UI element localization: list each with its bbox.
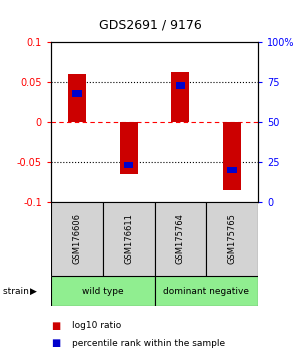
Bar xyxy=(206,202,258,276)
Bar xyxy=(68,74,86,122)
Text: ■: ■ xyxy=(51,321,60,331)
Text: log10 ratio: log10 ratio xyxy=(72,321,121,330)
Bar xyxy=(103,202,154,276)
Text: GSM176611: GSM176611 xyxy=(124,213,133,264)
Bar xyxy=(72,90,82,97)
Text: ▶: ▶ xyxy=(30,287,37,296)
Text: wild type: wild type xyxy=(82,287,124,296)
Bar xyxy=(176,82,185,89)
Bar xyxy=(154,202,206,276)
Bar xyxy=(223,122,241,190)
Text: dominant negative: dominant negative xyxy=(163,287,249,296)
Bar xyxy=(154,276,258,306)
Text: GSM175765: GSM175765 xyxy=(228,213,237,264)
Text: GDS2691 / 9176: GDS2691 / 9176 xyxy=(99,19,201,32)
Bar xyxy=(51,202,103,276)
Text: ■: ■ xyxy=(51,338,60,348)
Bar xyxy=(120,122,138,174)
Bar xyxy=(51,276,154,306)
Bar xyxy=(227,167,237,173)
Bar xyxy=(171,72,189,122)
Bar xyxy=(124,162,133,169)
Text: GSM176606: GSM176606 xyxy=(72,213,81,264)
Text: GSM175764: GSM175764 xyxy=(176,213,185,264)
Text: strain: strain xyxy=(3,287,32,296)
Text: percentile rank within the sample: percentile rank within the sample xyxy=(72,339,225,348)
